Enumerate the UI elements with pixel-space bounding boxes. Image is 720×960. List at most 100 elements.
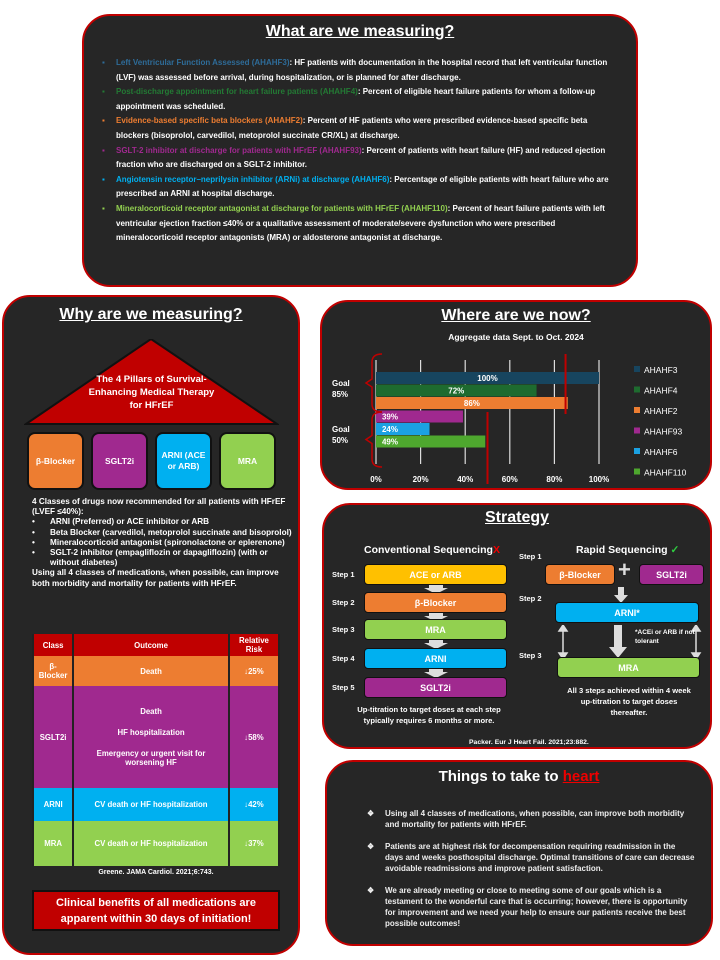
takeaway-text: We are already meeting or close to meeti… [385,886,688,928]
pillar-beta-blocker: β-Blocker [27,432,84,490]
legend-swatch [634,427,640,434]
panel-title: Why are we measuring? [59,306,243,323]
cell-outcome: Death HF hospitalization Emergency or urge… [72,686,230,788]
goal-bracket [364,353,383,413]
data-label: 49% [382,438,398,447]
step-label: Step 3 [519,651,542,660]
bar-chart: 0% 20% 40% 60% 80% 100% 100% AHAHF3 72% AHAHF4 86%… [332,353,687,484]
bar-ahahf2 [376,397,568,409]
arrows-icon [557,625,702,659]
measure-item: ▪ Mineralocorticoid receptor antagonist a… [102,202,618,246]
outcome-line: HF hospitalization [117,728,185,737]
table-row: MRA CV death or HF hospitalization ↓37% [31,821,281,866]
legend-swatch [634,386,640,393]
pillars-title: The 4 Pillars of Survival-Enhancing Medi… [88,374,215,411]
cell-class: SGLT2i [31,686,75,788]
table-row: β-Blocker Death ↓25% [31,656,281,686]
table-row: SGLT2i Death HF hospitalization Emergency o… [31,686,281,788]
drug-text: SGLT-2 inhibitor (empagliflozin or dapag… [50,548,268,568]
goal-value: 85% [332,390,348,399]
down-arrow-icon [424,640,448,649]
cell-class: β-Blocker [31,656,75,686]
step-label: Step 4 [332,654,355,663]
panel-title: Strategy [484,509,550,526]
bullet-icon: ▪ [102,174,105,184]
takeaway-text: Using all 4 classes of medications, when… [385,809,685,829]
step-label: Step 2 [519,594,542,603]
step-label: Step 3 [332,625,355,634]
callout-box: Clinical benefits of all medications are… [32,890,280,931]
measure-text: : Percent of HF patients who were prescr… [116,116,588,140]
drug-text: Mineralocorticoid antagonist (spironolac… [50,537,285,547]
step-label: Step 1 [519,552,542,561]
conventional-title: Conventional SequencingX [364,544,500,556]
measure-label: Post-discharge appointment for heart fai… [116,87,358,97]
drug-text: ARNI (Preferred) or ACE inhibitor or ARB [50,517,210,527]
bullet-icon: ▪ [102,87,105,97]
drug-text: Beta Blocker (carvedilol, metoprolol suc… [50,527,292,537]
panel-title: Where are we now? [441,307,591,324]
list-item: ❖ Patients are at highest risk for decomp… [367,841,695,874]
measure-label: Left Ventricular Function Assessed (AHAH… [116,58,290,67]
legend-label: AHAHF6 [644,447,678,457]
drug-item: • SGLT-2 inhibitor (empagliflozin or dapa… [32,548,297,568]
cell-outcome: CV death or HF hospitalization [72,788,230,821]
bullet-icon: ▪ [102,58,105,67]
measure-text: : Percent of eligible heart failure pati… [116,87,596,111]
step-label: Step 2 [332,598,355,607]
outcome-line: Death [140,707,162,716]
goal-label: Goal [332,379,350,388]
panel-title: What are we measuring? [265,23,455,40]
diamond-bullet-icon: ❖ [367,842,375,851]
rapid-note: All 3 steps achieved within 4 week up-ti… [567,686,691,717]
cell-risk: ↓25% [227,656,281,686]
legend-swatch [634,448,640,454]
x-tick-label: 0% [370,475,382,484]
takeaway-list: ❖ Using all 4 classes of medications, whe… [367,808,695,940]
col-outcome: Outcome [72,634,230,656]
conventional-step-box: MRA [364,619,507,640]
what-are-we-measuring-panel: What are we measuring? ▪ Left Ventricular… [82,14,638,287]
measure-label: Mineralocorticoid receptor antagonist at… [116,203,448,213]
table-header: Class Outcome Relative Risk [31,634,281,656]
measure-text: : Percent of patients with heart failure… [116,145,606,170]
bullet-icon: ▪ [102,145,105,155]
pillars-roof [24,339,279,425]
panel-title: Things to take to heart [327,768,711,785]
drug-intro: 4 Classes of drugs now recommended for a… [32,497,286,517]
cell-class: MRA [31,821,75,866]
bullet-icon: ▪ [102,116,105,126]
measure-text: : HF patients with documentation in the … [116,58,608,82]
list-item: ❖ We are already meeting or close to meet… [367,885,695,929]
conventional-title-text: Conventional Sequencing [364,544,493,556]
legend-label: AHAHF110 [644,468,687,478]
bullet-icon: • [32,548,35,558]
x-tick-label: 80% [546,475,562,484]
bar-ahahf93 [376,410,463,423]
chart-title: Aggregate data Sept. to Oct. 2024 [448,332,584,342]
data-label: 39% [382,413,398,422]
why-are-we-measuring-panel: Why are we measuring? The 4 Pillars of S… [2,295,300,955]
bullet-icon: ▪ [102,203,105,213]
drug-classes: 4 Classes of drugs now recommended for a… [32,497,297,589]
rapid-mra: MRA [557,657,700,678]
legend-label: AHAHF3 [644,365,678,375]
down-arrow-icon [614,587,628,603]
cell-risk: ↓42% [227,788,281,821]
cell-outcome: Death [72,656,230,686]
conventional-step-box: β-Blocker [364,592,507,613]
goal-value: 50% [332,436,348,445]
rapid-arni: ARNI* [555,602,699,623]
legend-label: AHAHF4 [644,386,678,396]
title-text: Things to take to [438,768,563,785]
rapid-title-text: Rapid Sequencing [576,544,668,556]
title-accent: heart [562,768,600,785]
col-class: Class [31,634,75,656]
down-arrow-icon [424,613,448,622]
data-label: 24% [382,425,398,434]
conventional-step-box: SGLT2i [364,677,507,698]
measure-list: ▪ Left Ventricular Function Assessed (AHA… [102,56,618,246]
pillar-sglt2i: SGLT2i [91,432,148,490]
drug-item: • Mineralocorticoid antagonist (spironola… [32,538,297,548]
bullet-icon: • [32,517,35,527]
